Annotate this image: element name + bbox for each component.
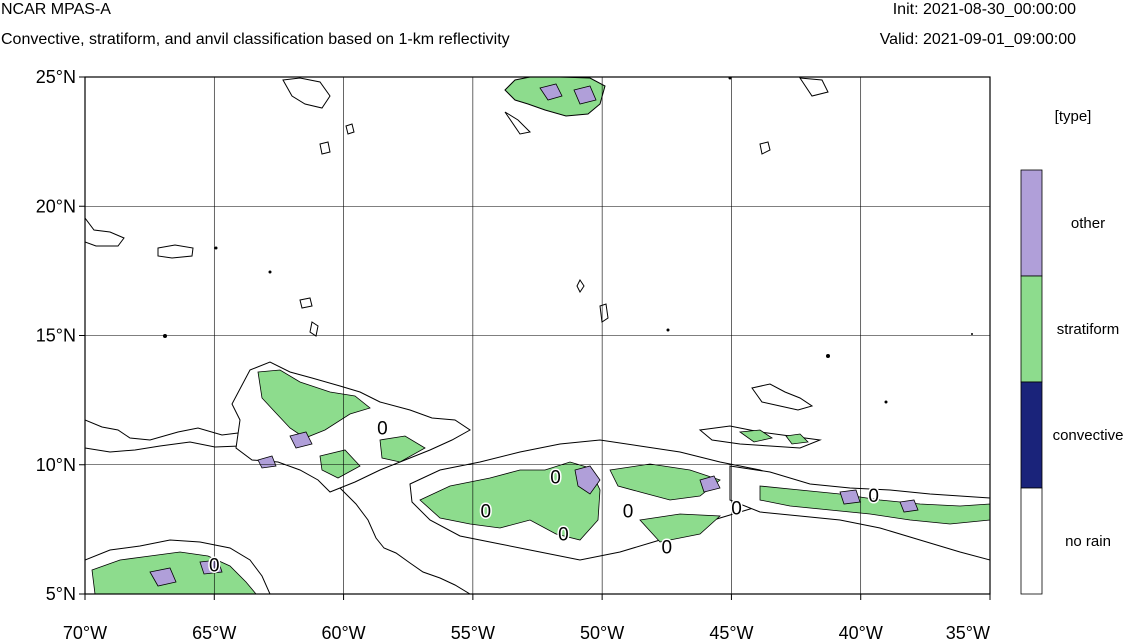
- legend: [type] other stratiform convective no rain: [1020, 108, 1124, 595]
- cloud-cluster-north-other: [539, 83, 597, 105]
- cloud-cluster-southwest-other: [149, 559, 223, 587]
- lat-tick-label-2: 15°N: [36, 326, 76, 346]
- contour-label-7: 0: [868, 486, 879, 507]
- lat-tick-label-4: 5°N: [46, 584, 76, 604]
- lat-tick-label-3: 10°N: [36, 455, 76, 475]
- cloud-band-west-stratiform: [257, 369, 426, 479]
- cloud-fragments-north: [282, 77, 829, 135]
- lon-tick-label-7: 35°W: [946, 623, 990, 641]
- isolated-dots: [163, 77, 973, 404]
- cloud-band-east-other: [839, 489, 919, 513]
- coastline-venezuela-north: [85, 419, 269, 441]
- legend-title: [type]: [1055, 108, 1092, 125]
- lon-tick-label-4: 50°W: [580, 623, 624, 641]
- lon-tick-label-3: 55°W: [451, 623, 495, 641]
- isolated-cells: [299, 123, 771, 337]
- axis-ticks: 70°W 65°W 60°W 55°W 50°W 45°W 40°W 35°W 25°N 20°N…: [36, 67, 991, 641]
- lon-tick-label-5: 45°W: [709, 623, 753, 641]
- contour-label-4: 0: [623, 501, 634, 522]
- map-title: NCAR MPAS-A: [1, 1, 111, 18]
- contour-labels: 0 0 0 0 0 0 0 0 0: [207, 417, 880, 578]
- legend-label-2: convective: [1053, 427, 1124, 444]
- cloud-cells-mid-east-stratiform: [738, 429, 809, 445]
- coastline-hispaniola: [85, 217, 125, 247]
- lat-tick-label-1: 20°N: [36, 196, 76, 216]
- map-features: [85, 77, 990, 594]
- legend-label-3: no rain: [1065, 533, 1111, 550]
- cloud-band-west-other: [257, 431, 313, 469]
- legend-swatch-2: [1020, 381, 1043, 489]
- lon-tick-label-1: 65°W: [192, 623, 236, 641]
- contour-label-3: 0: [558, 525, 569, 546]
- lon-tick-label-6: 40°W: [839, 623, 883, 641]
- contour-label-6: 0: [731, 499, 742, 520]
- contour-label-2: 0: [480, 501, 491, 522]
- coastline-puerto-rico: [157, 244, 194, 259]
- cloud-band-central-other: [574, 465, 721, 495]
- cloud-cluster-mid-east: [698, 383, 822, 449]
- legend-label-1: stratiform: [1057, 321, 1120, 338]
- legend-swatch-1: [1020, 275, 1043, 383]
- map-subtitle: Convective, stratiform, and anvil classi…: [1, 31, 510, 48]
- cloud-band-central-stratiform: [419, 461, 721, 543]
- lat-tick-label-0: 25°N: [36, 67, 76, 87]
- contour-label-1: 0: [550, 468, 561, 489]
- legend-swatch-0: [1020, 169, 1043, 277]
- valid-time: Valid: 2021-09-01_09:00:00: [879, 31, 1076, 48]
- contour-label-8: 0: [209, 556, 220, 577]
- contour-label-0: 0: [377, 419, 388, 440]
- contour-label-5: 0: [661, 537, 672, 558]
- legend-swatch-3: [1020, 487, 1043, 595]
- init-time: Init: 2021-08-30_00:00:00: [892, 1, 1076, 18]
- lon-tick-label-2: 60°W: [321, 623, 365, 641]
- legend-colorbar: other stratiform convective no rain: [1020, 169, 1124, 595]
- legend-label-0: other: [1071, 215, 1105, 232]
- lon-tick-label-0: 70°W: [63, 623, 107, 641]
